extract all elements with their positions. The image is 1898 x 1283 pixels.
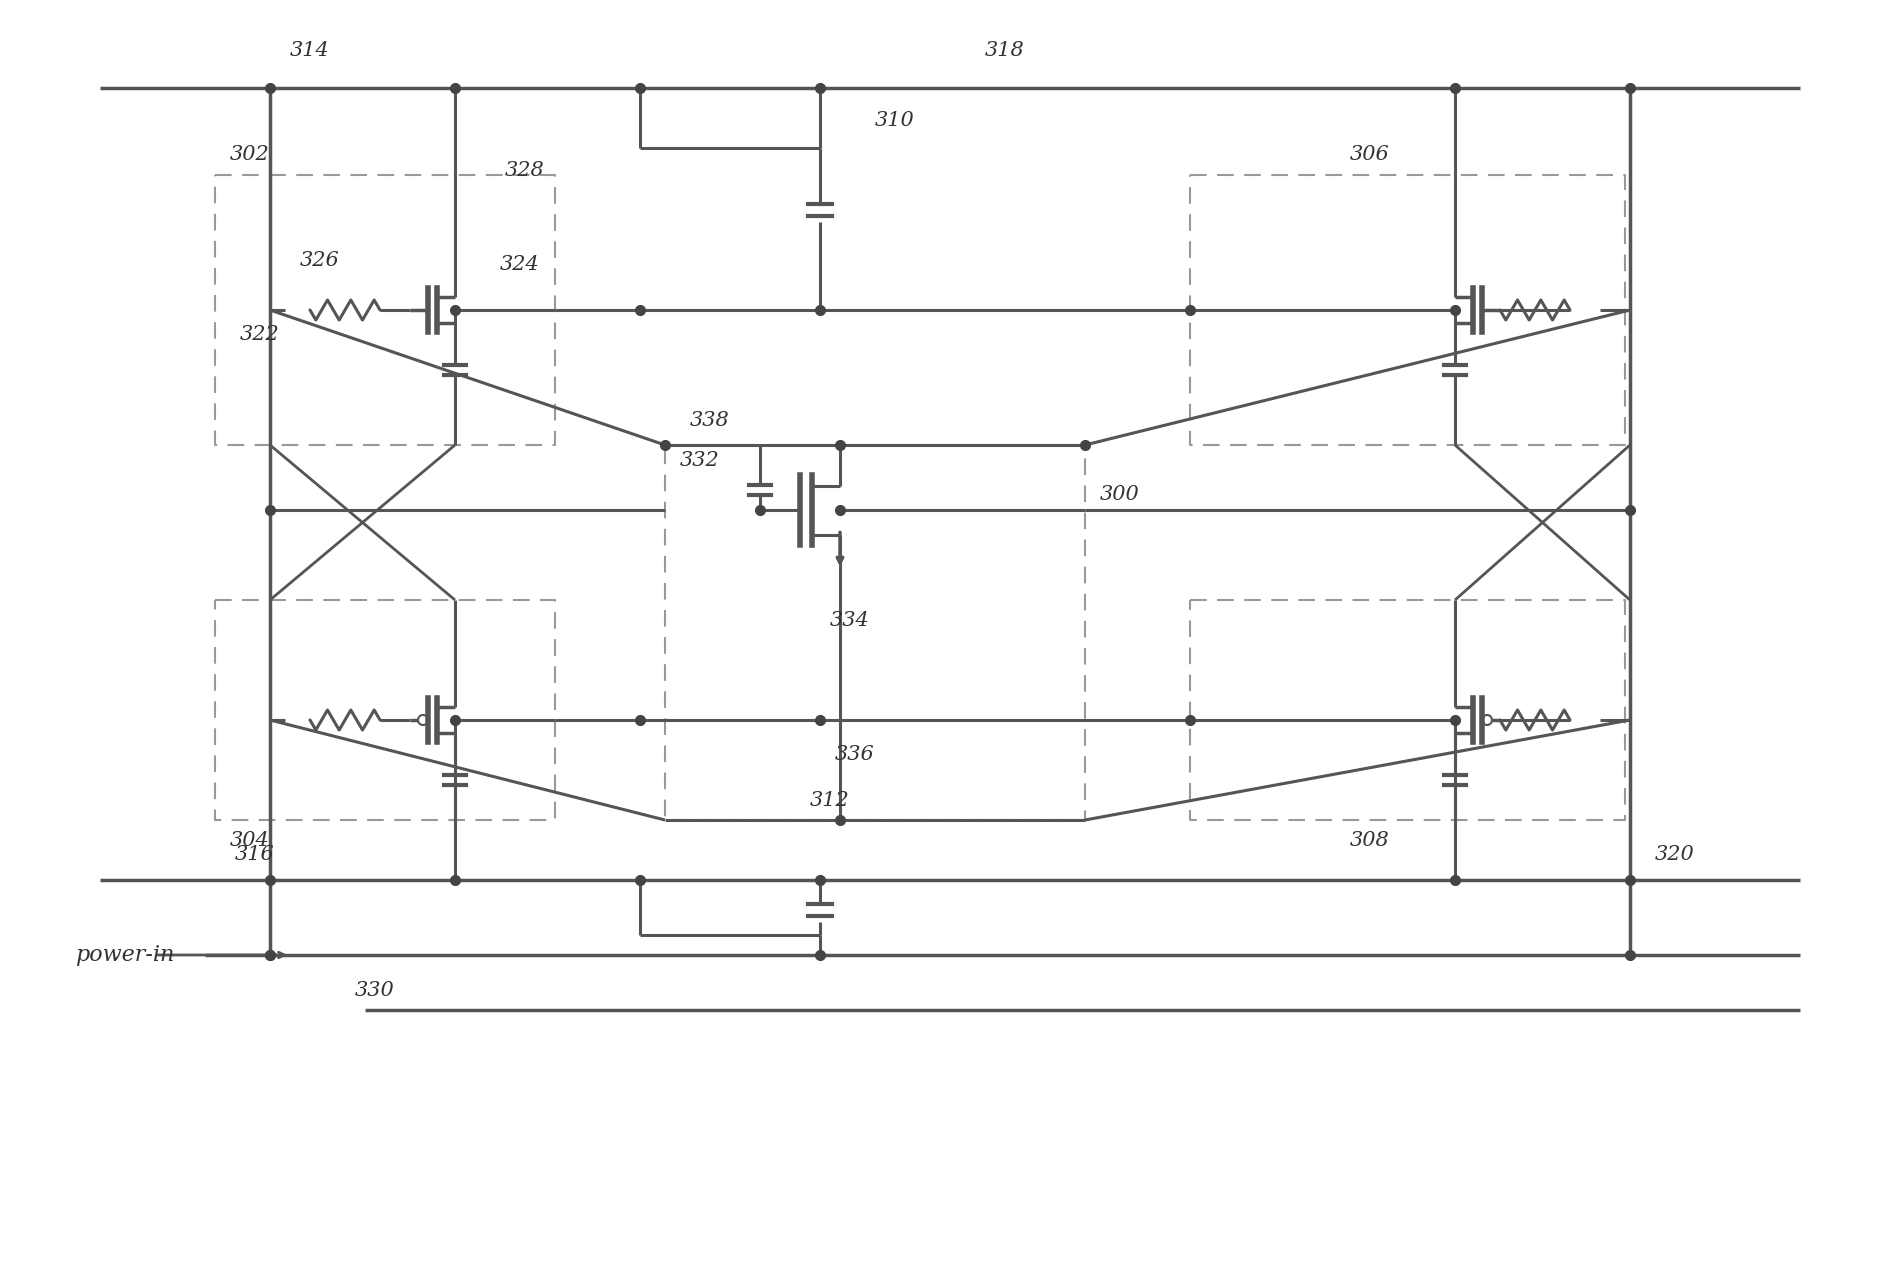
Text: 314: 314 — [290, 41, 330, 59]
Text: 312: 312 — [810, 790, 850, 810]
Text: 328: 328 — [505, 160, 545, 180]
Text: 316: 316 — [235, 845, 275, 865]
Text: 332: 332 — [679, 450, 719, 470]
Text: 318: 318 — [985, 41, 1025, 59]
Text: 324: 324 — [499, 255, 539, 275]
Text: 302: 302 — [230, 145, 270, 164]
Text: 304: 304 — [230, 830, 270, 849]
Text: 330: 330 — [355, 980, 395, 999]
Text: 336: 336 — [835, 745, 875, 765]
Text: 320: 320 — [1655, 845, 1695, 865]
Text: 310: 310 — [875, 110, 915, 130]
Text: 338: 338 — [691, 411, 729, 430]
Text: 326: 326 — [300, 250, 340, 269]
Text: 306: 306 — [1349, 145, 1389, 164]
Text: power-in: power-in — [76, 944, 175, 966]
Text: 308: 308 — [1349, 830, 1389, 849]
Text: 300: 300 — [1101, 485, 1141, 504]
Text: 322: 322 — [239, 326, 279, 345]
Text: 334: 334 — [829, 611, 869, 630]
